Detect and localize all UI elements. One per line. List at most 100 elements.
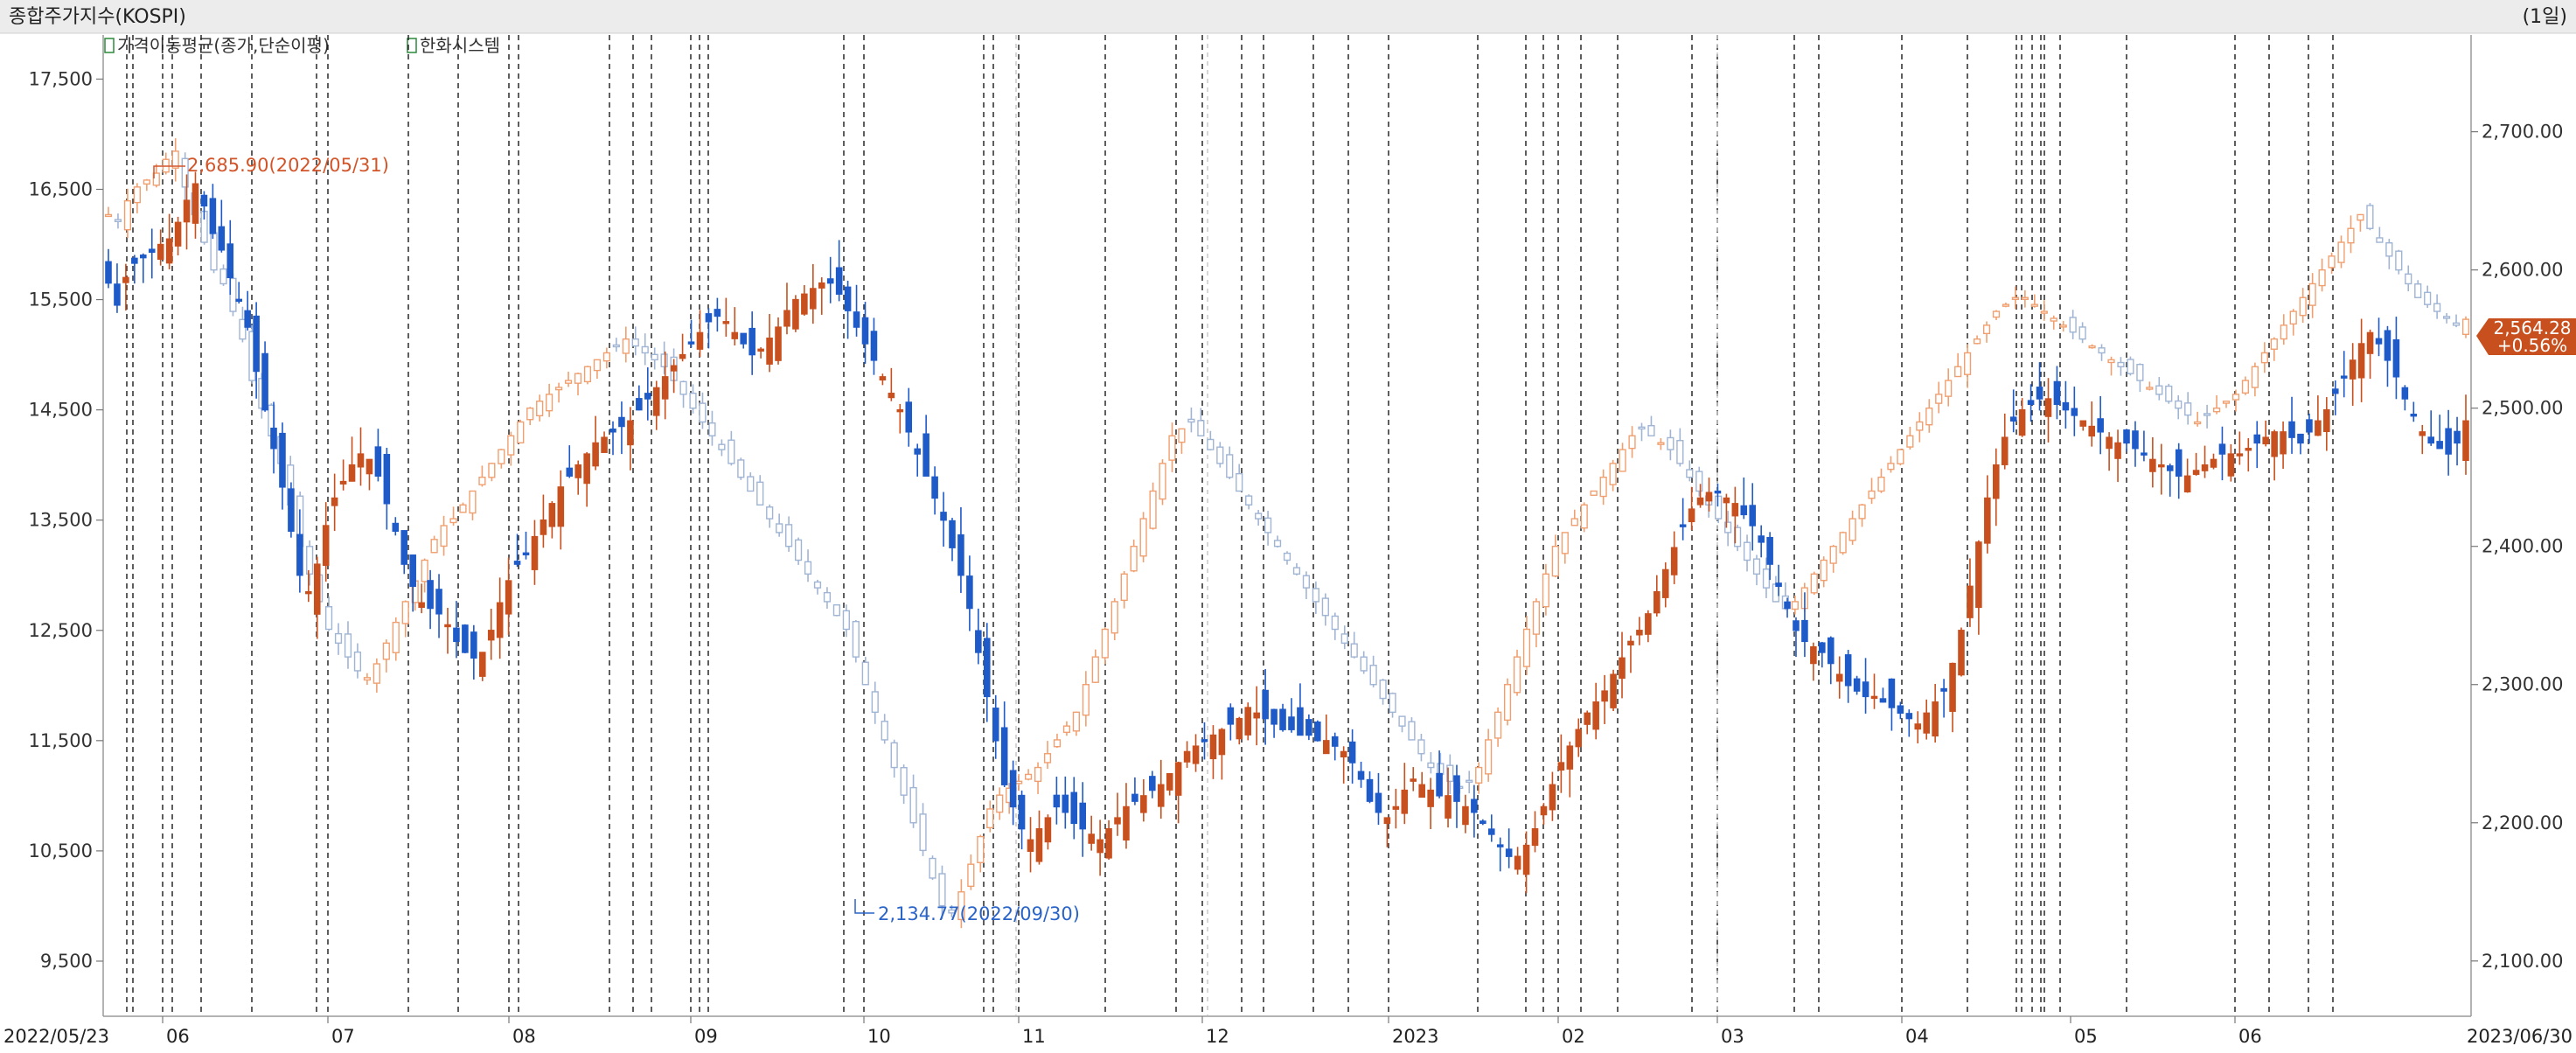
kospi-candle [1072, 711, 1080, 732]
kospi-candle [1302, 575, 1311, 589]
kospi-candle [996, 794, 1004, 813]
kospi-candle [2366, 205, 2374, 229]
kospi-candle [440, 525, 448, 547]
kospi-candle [1398, 715, 1406, 727]
stock-candle [940, 512, 947, 521]
kospi-candle [1350, 643, 1358, 658]
stock-candle [1322, 740, 1330, 755]
stock-candle [2297, 433, 2304, 444]
kospi-candle [2260, 352, 2268, 364]
kospi-candle [1551, 546, 1559, 577]
stock-candle [870, 331, 878, 361]
stock-candle [2053, 380, 2061, 406]
stock-candle [1766, 536, 1773, 565]
stock-candle [1131, 793, 1138, 802]
stock-candle [1505, 848, 1513, 857]
stock-candle [2445, 428, 2452, 455]
stock-candle [1679, 524, 1687, 527]
annotations: 2,685.90(2022/05/31) 2,134.77(2022/09/30) [153, 155, 1080, 924]
kospi-candle [1964, 352, 1972, 375]
kospi-candle [1207, 438, 1215, 450]
stock-candle [1174, 762, 1182, 796]
stock-candle [374, 446, 382, 477]
x-tick-label: 02 [1562, 1026, 1585, 1047]
x-tick-label: 2023 [1392, 1026, 1438, 1047]
kospi-candle [2414, 283, 2422, 298]
kospi-candle [919, 813, 927, 852]
kospi-candle [890, 742, 898, 769]
kospi-candle [1197, 420, 1205, 436]
kospi-candle [679, 380, 687, 395]
kospi-candle [2088, 345, 2096, 349]
stock-candle [1253, 712, 1260, 719]
kospi-candle [1513, 656, 1521, 694]
left-axis: 17,500 16,500 15,500 14,500 13,500 12,500 11,5… [29, 68, 103, 972]
stock-candle [1853, 678, 1861, 692]
stock-candle [1340, 750, 1347, 758]
kospi-candle [1858, 504, 1866, 520]
stock-candle [601, 436, 608, 453]
stock-candle [810, 288, 817, 310]
kospi-candle [2442, 316, 2451, 319]
stock-candle [1496, 844, 1504, 847]
stock-candle [2123, 429, 2130, 444]
kospi-candle [804, 561, 812, 575]
kospi-candle [1522, 628, 1531, 667]
price-badge-change: +0.56% [2497, 335, 2567, 356]
kospi-candle [986, 808, 994, 829]
kospi-candle [478, 476, 486, 485]
stock-candle [2141, 452, 2148, 456]
stock-candle [2088, 425, 2096, 437]
kospi-candle [1752, 558, 1761, 575]
kospi-candle [1724, 521, 1732, 533]
min-annotation: 2,134.77(2022/09/30) [878, 903, 1080, 924]
stock-candle [879, 376, 887, 381]
stock-candle [513, 561, 521, 565]
stock-candle [1932, 701, 1939, 737]
stock-candle [261, 352, 268, 411]
stock-candle [1610, 673, 1617, 708]
kospi-candle [239, 318, 247, 340]
kospi-candle [2175, 400, 2183, 409]
stock-candle [983, 638, 991, 698]
kospi-candle [823, 591, 832, 603]
stock-candle [896, 408, 904, 413]
stock-candle [1984, 497, 1991, 544]
kospi-candle [871, 691, 879, 714]
kospi-candle [219, 268, 227, 285]
kospi-candle [766, 506, 774, 520]
kospi-candle [363, 677, 371, 681]
kospi-candle [1226, 454, 1234, 478]
kospi-candle [1149, 490, 1157, 529]
kospi-candle [526, 407, 534, 421]
x-tick-label: 04 [1905, 1026, 1929, 1047]
stock-candle [2132, 430, 2139, 450]
kospi-candle [2040, 310, 2048, 314]
x-start-label: 2022/05/23 [3, 1026, 109, 1047]
stock-candle [696, 331, 704, 350]
max-annotation-leader [153, 165, 185, 178]
kospi-candle [832, 603, 841, 617]
kospi-candle [1120, 573, 1128, 602]
stock-candle [1262, 689, 1269, 720]
stock-candle [1227, 707, 1235, 725]
kospi-candle [1916, 421, 1924, 431]
stock-candle [2001, 436, 2009, 465]
stock-candle [722, 321, 730, 324]
stock-candle [2462, 420, 2469, 462]
stock-candle [818, 282, 825, 289]
kospi-candle [1762, 568, 1771, 589]
left-tick-label: 11,500 [29, 730, 93, 751]
kospi-candle [651, 353, 658, 361]
stock-candle [1905, 713, 1913, 720]
stock-candle [226, 243, 234, 279]
stock-candle [1975, 541, 1982, 609]
left-tick-label: 13,500 [29, 510, 93, 531]
kospi-candle [152, 172, 160, 186]
kospi-candle [2461, 318, 2470, 336]
stock-candle [2357, 343, 2365, 379]
right-tick-label: 2,500.00 [2482, 398, 2564, 419]
stock-candle [1062, 794, 1069, 813]
